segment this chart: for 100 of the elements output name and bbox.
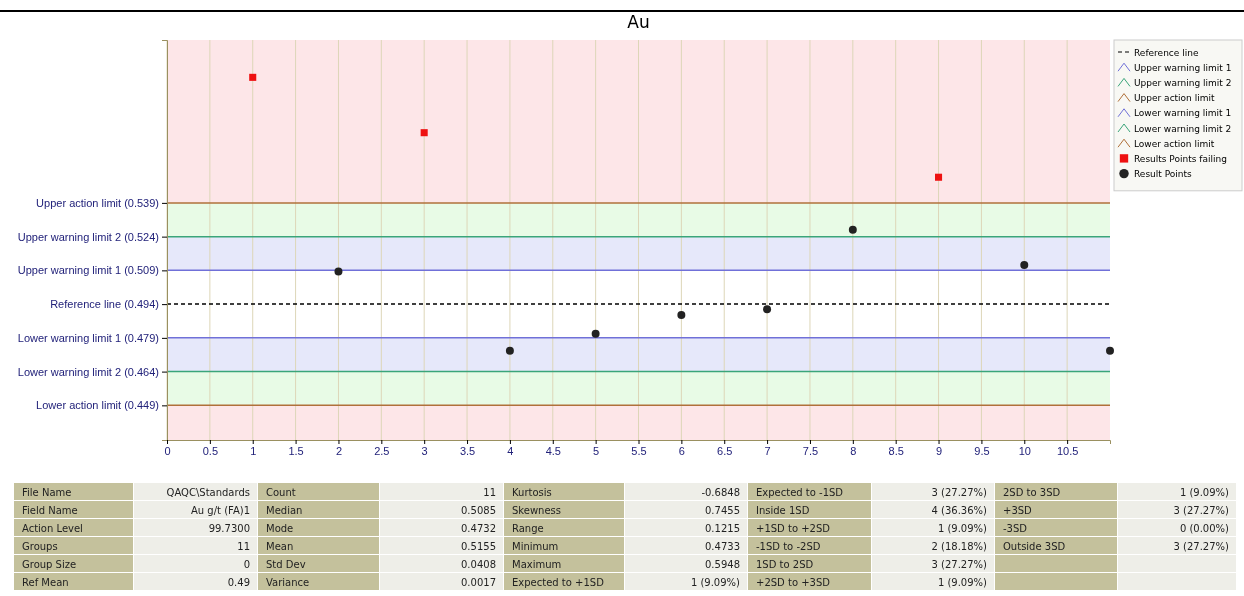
text: 0.5948 xyxy=(705,558,740,570)
x-tick-label: 0 xyxy=(164,444,171,457)
text: Mean xyxy=(266,540,294,552)
text: 11 xyxy=(237,540,250,552)
text: 1 (9.09%) xyxy=(690,576,741,588)
text: 0.0408 xyxy=(461,558,496,570)
point xyxy=(1020,260,1029,269)
x-tick-label: 6.5 xyxy=(717,444,733,457)
text: 4 (36.36%) xyxy=(931,504,988,516)
legend-label: Lower warning limit 2 xyxy=(1134,123,1232,134)
text: Mode xyxy=(266,522,294,534)
text: 0.1215 xyxy=(705,522,740,534)
text: +2SD to +3SD xyxy=(756,576,831,588)
text: 0.7455 xyxy=(705,504,740,516)
x-tick-label: 3.5 xyxy=(459,444,476,457)
x-tick-label: 10.5 xyxy=(1056,444,1079,457)
legend-label: Upper action limit xyxy=(1134,93,1215,104)
text: 99.7300 xyxy=(208,522,250,534)
text: Range xyxy=(512,522,544,534)
text: File Name xyxy=(22,486,72,498)
text: 11 xyxy=(483,486,496,498)
text: 0.4733 xyxy=(705,540,740,552)
text: Ref Mean xyxy=(22,576,69,588)
x-tick-label: 7.5 xyxy=(802,444,819,457)
y-tick-label: Lower action limit (0.449) xyxy=(36,399,159,412)
text: Groups xyxy=(22,540,58,552)
text: 0.49 xyxy=(227,576,250,588)
text: Group Size xyxy=(22,558,77,570)
text: QAQC\Standards xyxy=(166,486,250,498)
y-tick-label: Lower warning limit 2 (0.464) xyxy=(17,365,159,378)
y-tick-label: Lower warning limit 1 (0.479) xyxy=(17,331,159,344)
x-tick-label: 8.5 xyxy=(888,444,904,457)
text: Count xyxy=(266,486,296,498)
text: Std Dev xyxy=(266,558,306,570)
legend-label: Upper warning limit 1 xyxy=(1134,62,1232,73)
point xyxy=(249,73,257,81)
x-tick-label: 2.5 xyxy=(374,444,390,457)
point xyxy=(677,310,686,319)
x-tick-label: 9.5 xyxy=(974,444,990,457)
text: 0 xyxy=(243,558,250,570)
x-tick-label: 1.5 xyxy=(288,444,304,457)
text: 0.0017 xyxy=(461,576,496,588)
text: Skewness xyxy=(512,504,562,516)
text: Expected to -1SD xyxy=(756,486,844,498)
text: 1SD to 2SD xyxy=(756,558,814,570)
text: Outside 3SD xyxy=(1003,540,1066,552)
text: 1 (9.09%) xyxy=(937,576,988,588)
text: 2SD to 3SD xyxy=(1003,486,1061,498)
y-tick-label: Upper action limit (0.539) xyxy=(36,196,159,209)
text: 3 (27.27%) xyxy=(931,486,988,498)
text: -0.6848 xyxy=(701,486,740,498)
x-tick-label: 5 xyxy=(593,444,600,457)
text: 3 (27.27%) xyxy=(1173,504,1230,516)
legend-label: Result Points xyxy=(1134,169,1193,180)
text: 0.4732 xyxy=(461,522,496,534)
text: Inside 1SD xyxy=(756,504,810,516)
x-tick-label: 1 xyxy=(250,444,257,457)
text: -3SD xyxy=(1003,522,1028,534)
text: 0 (0.00%) xyxy=(1179,522,1230,534)
x-tick-label: 7 xyxy=(764,444,771,457)
text: Maximum xyxy=(512,558,562,570)
text: -1SD to -2SD xyxy=(756,540,821,552)
y-tick-label: Upper warning limit 1 (0.509) xyxy=(17,264,159,277)
x-tick-label: 10 xyxy=(1018,444,1031,457)
legend-label: Lower warning limit 1 xyxy=(1134,108,1232,119)
x-tick-label: 4 xyxy=(507,444,514,457)
point xyxy=(334,267,343,276)
text: 0.5085 xyxy=(461,504,496,516)
text: 3 (27.27%) xyxy=(931,558,988,570)
x-tick-label: 8 xyxy=(850,444,857,457)
point xyxy=(1106,346,1114,355)
text: +3SD xyxy=(1003,504,1033,516)
text: Variance xyxy=(266,576,310,588)
text: 1 (9.09%) xyxy=(937,522,988,534)
x-tick-label: 2 xyxy=(335,444,343,457)
x-tick-label: 5.5 xyxy=(631,444,647,457)
point xyxy=(505,346,514,355)
x-tick-label: 3 xyxy=(421,444,428,457)
text: Expected to +1SD xyxy=(512,576,605,588)
point xyxy=(420,129,428,137)
x-tick-label: 9 xyxy=(935,444,943,457)
x-tick-label: 6 xyxy=(678,444,685,457)
point xyxy=(935,173,943,181)
point xyxy=(848,225,857,234)
point xyxy=(763,305,772,314)
x-tick-label: 0.5 xyxy=(202,444,219,457)
y-tick-label: Reference line (0.494) xyxy=(50,298,159,311)
legend-label: Upper warning limit 2 xyxy=(1134,77,1232,88)
legend-label: Lower action limit xyxy=(1134,138,1215,149)
text: Kurtosis xyxy=(512,486,552,498)
text: 1 (9.09%) xyxy=(1179,486,1230,498)
legend-label: Reference line xyxy=(1134,47,1199,58)
text: Action Level xyxy=(22,522,83,534)
text: Minimum xyxy=(512,540,559,552)
point xyxy=(591,329,600,338)
x-tick-label: 4.5 xyxy=(545,444,561,457)
text: 3 (27.27%) xyxy=(1173,540,1230,552)
y-tick-label: Upper warning limit 2 (0.524) xyxy=(17,230,159,243)
text: 2 (18.18%) xyxy=(931,540,988,552)
legend-label: Results Points failing xyxy=(1134,153,1227,164)
